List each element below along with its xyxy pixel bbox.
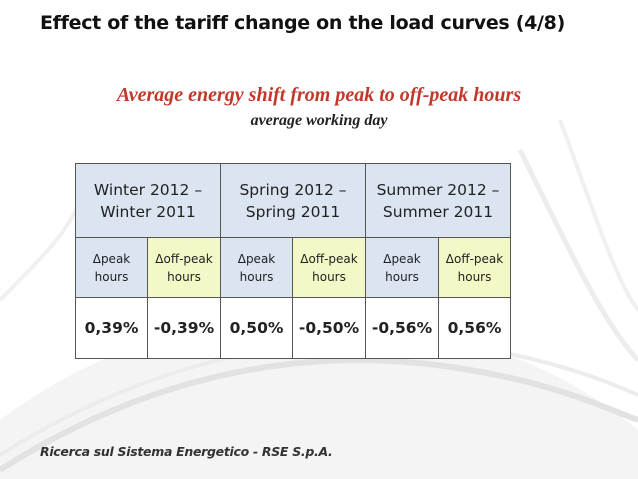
values-row: 0,39% -0,39% 0,50% -0,50% -0,56% 0,56% — [75, 297, 511, 359]
slide-title: Effect of the tariff change on the load … — [40, 12, 565, 34]
offpeak-hours-header: Δoff-peak hours — [147, 237, 221, 298]
value-cell: 0,50% — [220, 297, 293, 359]
peak-hours-header: Δpeak hours — [365, 237, 439, 298]
peak-hours-header: Δpeak hours — [220, 237, 293, 298]
sub-header-row: Δpeak hours Δoff-peak hours Δpeak hours … — [75, 237, 511, 298]
period-header: Summer 2012 – Summer 2011 — [365, 163, 511, 238]
period-header: Winter 2012 – Winter 2011 — [75, 163, 221, 238]
energy-shift-table: Winter 2012 – Winter 2011 Spring 2012 – … — [75, 163, 511, 359]
peak-hours-header: Δpeak hours — [75, 237, 148, 298]
value-cell: -0,56% — [365, 297, 439, 359]
value-cell: 0,39% — [75, 297, 148, 359]
period-header-row: Winter 2012 – Winter 2011 Spring 2012 – … — [75, 163, 511, 238]
slide-subtitle: Average energy shift from peak to off-pe… — [116, 84, 522, 106]
value-cell: -0,50% — [292, 297, 366, 359]
slide-subtitle-secondary: average working day — [250, 112, 388, 129]
value-cell: -0,39% — [147, 297, 221, 359]
offpeak-hours-header: Δoff-peak hours — [438, 237, 511, 298]
period-header: Spring 2012 – Spring 2011 — [220, 163, 366, 238]
value-cell: 0,56% — [438, 297, 511, 359]
footer-organization: Ricerca sul Sistema Energetico - RSE S.p… — [40, 444, 333, 459]
offpeak-hours-header: Δoff-peak hours — [292, 237, 366, 298]
